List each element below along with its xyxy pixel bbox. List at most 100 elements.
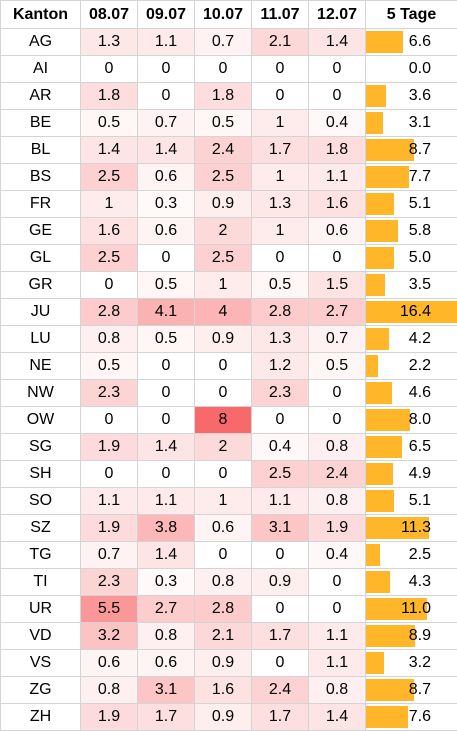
value-cell: 0	[81, 461, 138, 488]
value-cell: 0.6	[138, 650, 195, 677]
value-cell: 0.6	[81, 650, 138, 677]
value-cell: 0.4	[309, 542, 366, 569]
value-cell: 0	[138, 461, 195, 488]
value-cell: 0.5	[138, 326, 195, 353]
kanton-cell: VD	[1, 623, 81, 650]
value-cell: 1.1	[252, 488, 309, 515]
value-cell: 1.9	[81, 515, 138, 542]
value-cell: 0.5	[309, 353, 366, 380]
value-cell: 0	[252, 542, 309, 569]
kanton-cell: OW	[1, 407, 81, 434]
total-bar	[366, 490, 394, 512]
value-cell: 0	[81, 407, 138, 434]
value-cell: 0.8	[81, 677, 138, 704]
value-cell: 2.3	[81, 380, 138, 407]
total-cell: 5.1	[366, 191, 457, 218]
value-cell: 0.5	[195, 110, 252, 137]
value-cell: 1.3	[252, 191, 309, 218]
total-value: 2.5	[409, 546, 457, 563]
total-bar	[366, 652, 384, 674]
value-cell: 1.1	[138, 488, 195, 515]
total-value: 5.1	[409, 195, 457, 212]
value-cell: 4	[195, 299, 252, 326]
value-cell: 3.8	[138, 515, 195, 542]
value-cell: 3.1	[138, 677, 195, 704]
value-cell: 3.1	[252, 515, 309, 542]
value-cell: 1.3	[252, 326, 309, 353]
value-cell: 2.5	[252, 461, 309, 488]
total-cell: 4.2	[366, 326, 457, 353]
total-cell: 3.6	[366, 83, 457, 110]
kanton-cell: SZ	[1, 515, 81, 542]
value-cell: 8	[195, 407, 252, 434]
kanton-cell: ZG	[1, 677, 81, 704]
value-cell: 1.9	[309, 515, 366, 542]
total-value: 7.6	[409, 708, 457, 725]
value-cell: 0	[309, 83, 366, 110]
total-cell: 8.0	[366, 407, 457, 434]
total-bar	[366, 31, 403, 53]
value-cell: 1.4	[309, 29, 366, 56]
value-cell: 0	[138, 380, 195, 407]
total-cell: 8.7	[366, 137, 457, 164]
value-cell: 2.8	[252, 299, 309, 326]
value-cell: 0	[81, 272, 138, 299]
value-cell: 0	[309, 380, 366, 407]
total-cell: 3.5	[366, 272, 457, 299]
kanton-cell: AR	[1, 83, 81, 110]
value-cell: 1.4	[138, 542, 195, 569]
value-cell: 2.7	[309, 299, 366, 326]
value-cell: 0	[138, 83, 195, 110]
value-cell: 2.3	[81, 569, 138, 596]
total-cell: 4.9	[366, 461, 457, 488]
total-bar	[366, 247, 394, 269]
value-cell: 0.5	[81, 353, 138, 380]
value-cell: 1	[252, 218, 309, 245]
total-value: 2.2	[409, 357, 457, 374]
value-cell: 1.8	[81, 83, 138, 110]
total-cell: 2.2	[366, 353, 457, 380]
value-cell: 0.9	[252, 569, 309, 596]
total-bar	[366, 328, 389, 350]
value-cell: 0	[195, 542, 252, 569]
value-cell: 0.4	[309, 110, 366, 137]
total-value: 0.0	[409, 60, 457, 77]
value-cell: 2	[195, 218, 252, 245]
value-cell: 0	[138, 245, 195, 272]
value-cell: 1.6	[81, 218, 138, 245]
value-cell: 2.5	[195, 164, 252, 191]
total-cell: 16.4	[366, 299, 457, 326]
kanton-cell: BS	[1, 164, 81, 191]
total-bar	[366, 382, 392, 404]
kanton-cell: AG	[1, 29, 81, 56]
total-cell: 2.5	[366, 542, 457, 569]
value-cell: 1.7	[252, 623, 309, 650]
header-date-5: 12.07	[309, 1, 366, 29]
kanton-cell: UR	[1, 596, 81, 623]
total-bar	[366, 436, 402, 458]
value-cell: 2.1	[252, 29, 309, 56]
value-cell: 1.5	[309, 272, 366, 299]
value-cell: 0	[309, 56, 366, 83]
value-cell: 2.4	[309, 461, 366, 488]
value-cell: 0.3	[138, 569, 195, 596]
total-bar	[366, 409, 410, 431]
value-cell: 0	[252, 56, 309, 83]
value-cell: 0.8	[81, 326, 138, 353]
value-cell: 2.4	[195, 137, 252, 164]
total-value: 4.9	[409, 465, 457, 482]
value-cell: 0	[309, 407, 366, 434]
total-bar	[366, 571, 390, 593]
value-cell: 2.3	[252, 380, 309, 407]
value-cell: 2.4	[252, 677, 309, 704]
